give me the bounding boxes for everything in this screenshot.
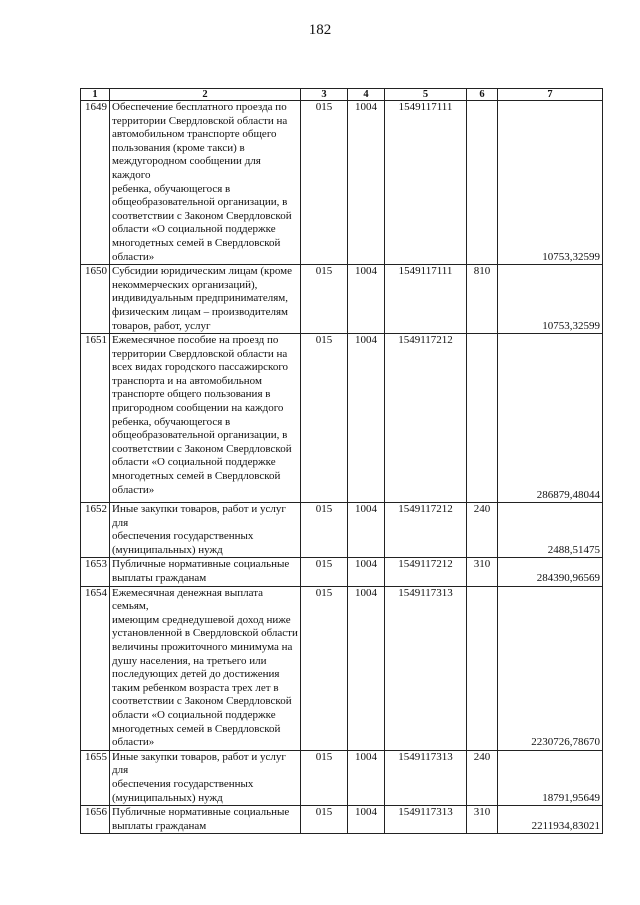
section-code: 1004 (347, 333, 385, 504)
expense-type-code: 310 (466, 557, 498, 587)
row-description: Публичные нормативные социальные выплаты… (109, 557, 301, 587)
table-row: 1650 Субсидии юридическим лицам (кроме не… (80, 264, 603, 335)
ministry-code: 015 (300, 502, 348, 559)
amount: 2211934,83021 (497, 805, 603, 835)
ministry-code: 015 (300, 805, 348, 835)
table-row: 1649 Обеспечение бесплатного проезда по т… (80, 99, 603, 266)
column-header: 3 (300, 88, 348, 101)
table-row: 1651 Ежемесячное пособие на проезд по тер… (80, 333, 603, 504)
column-header: 5 (384, 88, 467, 101)
row-description: Обеспечение бесплатного проезда по терри… (109, 99, 301, 266)
column-header: 1 (80, 88, 110, 101)
row-description: Ежемесячная денежная выплата семьям, име… (109, 585, 301, 751)
expense-type-code: 240 (466, 749, 498, 807)
target-article-code: 1549117111 (384, 99, 467, 266)
ministry-code: 015 (300, 749, 348, 807)
table-row: 1652 Иные закупки товаров, работ и услуг … (80, 502, 603, 559)
target-article-code: 1549117313 (384, 749, 467, 807)
row-description: Субсидии юридическим лицам (кроме некомм… (109, 264, 301, 335)
expense-type-code (466, 585, 498, 751)
section-code: 1004 (347, 749, 385, 807)
section-code: 1004 (347, 805, 385, 835)
row-number: 1652 (80, 502, 110, 559)
ministry-code: 015 (300, 333, 348, 504)
amount: 2488,51475 (497, 502, 603, 559)
table-row: 1655 Иные закупки товаров, работ и услуг … (80, 749, 603, 807)
amount: 10753,32599 (497, 99, 603, 266)
table-row: 1654 Ежемесячная денежная выплата семьям,… (80, 585, 603, 751)
ministry-code: 015 (300, 585, 348, 751)
section-code: 1004 (347, 99, 385, 266)
expense-type-code: 810 (466, 264, 498, 335)
amount: 284390,96569 (497, 557, 603, 587)
column-header: 4 (347, 88, 385, 101)
section-code: 1004 (347, 557, 385, 587)
section-code: 1004 (347, 502, 385, 559)
target-article-code: 1549117313 (384, 805, 467, 835)
amount: 2230726,78670 (497, 585, 603, 751)
row-number: 1654 (80, 585, 110, 751)
target-article-code: 1549117313 (384, 585, 467, 751)
row-description: Иные закупки товаров, работ и услуг для … (109, 502, 301, 559)
target-article-code: 1549117212 (384, 502, 467, 559)
row-description: Иные закупки товаров, работ и услуг для … (109, 749, 301, 807)
page-number: 182 (308, 22, 332, 38)
column-header: 7 (497, 88, 603, 101)
ministry-code: 015 (300, 99, 348, 266)
row-number: 1651 (80, 333, 110, 504)
amount: 286879,48044 (497, 333, 603, 504)
target-article-code: 1549117111 (384, 264, 467, 335)
amount: 10753,32599 (497, 264, 603, 335)
target-article-code: 1549117212 (384, 333, 467, 504)
row-number: 1653 (80, 557, 110, 587)
expense-type-code (466, 333, 498, 504)
ministry-code: 015 (300, 557, 348, 587)
ministry-code: 015 (300, 264, 348, 335)
expense-type-code (466, 99, 498, 266)
row-number: 1655 (80, 749, 110, 807)
row-number: 1650 (80, 264, 110, 335)
table-row: 1656 Публичные нормативные социальные вып… (80, 805, 603, 835)
section-code: 1004 (347, 264, 385, 335)
expense-type-code: 310 (466, 805, 498, 835)
section-code: 1004 (347, 585, 385, 751)
target-article-code: 1549117212 (384, 557, 467, 587)
row-description: Публичные нормативные социальные выплаты… (109, 805, 301, 835)
row-description: Ежемесячное пособие на проезд по террито… (109, 333, 301, 504)
row-number: 1656 (80, 805, 110, 835)
row-number: 1649 (80, 99, 110, 266)
expense-type-code: 240 (466, 502, 498, 559)
table-row: 1653 Публичные нормативные социальные вып… (80, 557, 603, 587)
amount: 18791,95649 (497, 749, 603, 807)
column-header: 6 (466, 88, 498, 101)
column-header: 2 (109, 88, 301, 101)
